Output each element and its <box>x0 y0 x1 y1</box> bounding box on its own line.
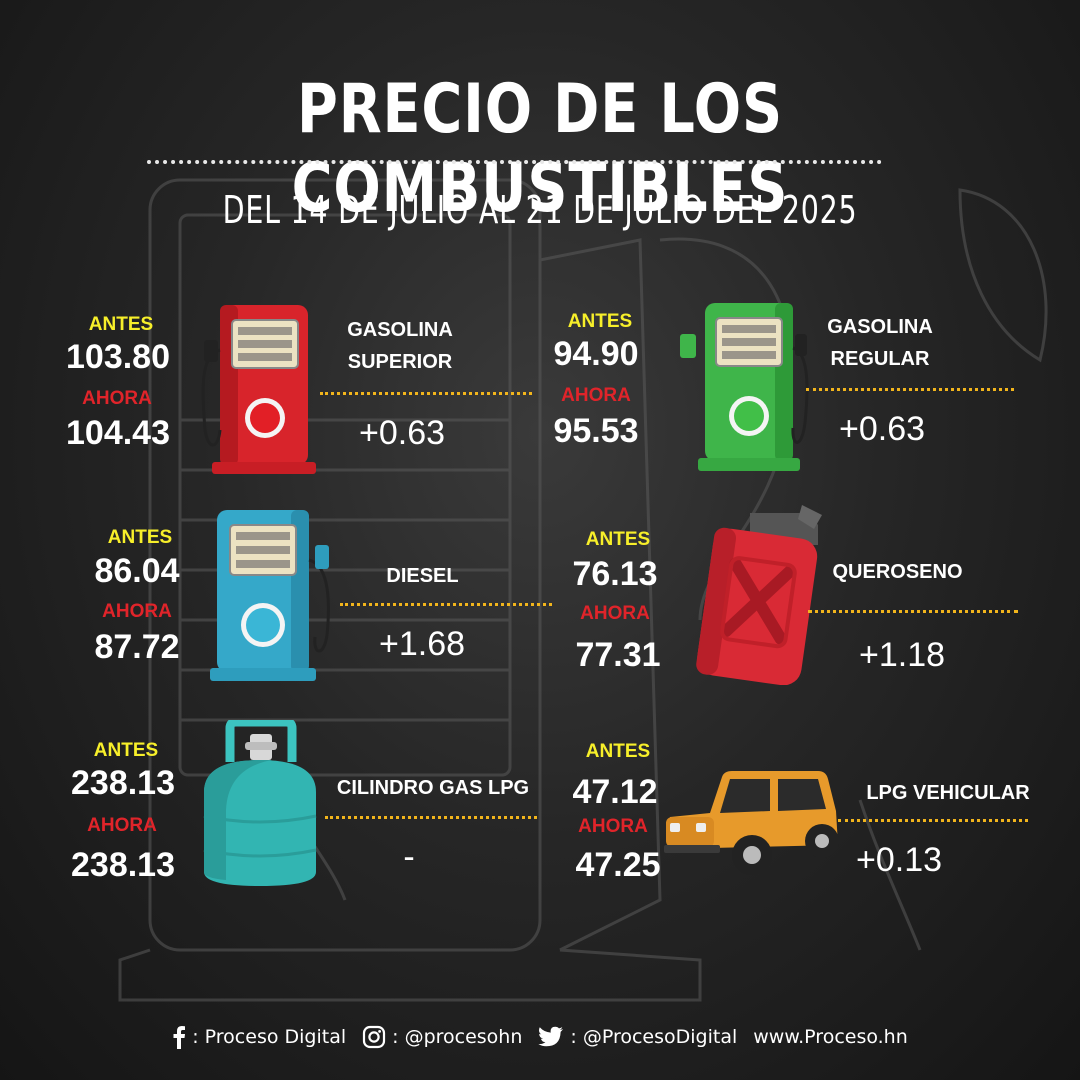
antes-label: ANTES <box>93 740 159 761</box>
price-change: +0.13 <box>855 841 943 879</box>
ahora-label: AHORA <box>580 603 650 624</box>
facebook-icon <box>173 1026 186 1049</box>
ahora-label: AHORA <box>87 815 157 836</box>
price-change: +0.63 <box>838 410 926 448</box>
antes-label: ANTES <box>585 741 651 762</box>
gas-cylinder-icon <box>203 720 317 886</box>
antes-label: ANTES <box>88 314 154 335</box>
title-divider <box>147 160 882 164</box>
suv-car-icon <box>664 771 839 875</box>
ahora-label: AHORA <box>102 601 172 622</box>
twitter-bird-icon <box>538 1026 564 1047</box>
antes-price: 76.13 <box>572 555 658 593</box>
instagram-handle: : @procesohn <box>392 1026 523 1048</box>
twitter-handle: : @ProcesoDigital <box>570 1026 738 1048</box>
ahora-label: AHORA <box>578 816 648 837</box>
ahora-price: 87.72 <box>94 628 180 666</box>
fuel-name: GASOLINA SUPERIOR <box>325 314 475 378</box>
dotted-separator <box>320 392 532 395</box>
antes-price: 86.04 <box>94 552 180 590</box>
ahora-price: 47.25 <box>575 846 661 884</box>
date-range-subtitle: DEL 14 DE JULIO AL 21 DE JULIO DEL 2025 <box>222 188 858 232</box>
dotted-separator <box>838 819 1028 822</box>
ahora-price: 104.43 <box>66 414 170 452</box>
price-change: +0.63 <box>358 414 446 452</box>
dotted-separator <box>806 388 1014 391</box>
antes-label: ANTES <box>107 527 173 548</box>
antes-price: 94.90 <box>553 335 639 373</box>
antes-price: 47.12 <box>572 773 658 811</box>
fuel-name: DIESEL <box>386 565 459 587</box>
price-change: +1.18 <box>858 636 946 674</box>
ahora-price: 238.13 <box>71 846 175 884</box>
dotted-separator <box>808 610 1018 613</box>
dotted-separator <box>340 603 552 606</box>
blue-fuel-pump-icon <box>210 510 330 681</box>
green-fuel-pump-icon <box>680 303 809 471</box>
antes-price: 238.13 <box>71 764 175 802</box>
fuel-name: QUEROSENO <box>832 561 963 583</box>
red-fuel-pump-icon <box>201 305 316 474</box>
ahora-price: 77.31 <box>575 636 661 674</box>
website-link[interactable]: www.Proceso.hn <box>753 1026 908 1048</box>
fuel-name: CILINDRO GAS LPG <box>336 777 530 799</box>
fuel-name: LPG VEHICULAR <box>866 782 1030 804</box>
fuel-name-line2: REGULAR <box>830 348 930 370</box>
price-change: - <box>403 838 415 876</box>
antes-label: ANTES <box>585 529 651 550</box>
fuel-name: GASOLINA REGULAR <box>805 311 955 375</box>
website-url: www.Proceso.hn <box>753 1026 908 1048</box>
jerry-can-icon <box>696 505 822 685</box>
ahora-price: 95.53 <box>553 412 639 450</box>
instagram-icon <box>363 1025 386 1049</box>
fuel-name-line1: GASOLINA <box>347 319 453 341</box>
social-footer: : Proceso Digital : @procesohn : @Proces… <box>0 1022 1080 1052</box>
fuel-name-line1: GASOLINA <box>827 316 933 338</box>
antes-price: 103.80 <box>66 338 170 376</box>
price-change: +1.68 <box>378 625 466 663</box>
ahora-label: AHORA <box>82 388 152 409</box>
ahora-label: AHORA <box>561 385 631 406</box>
dotted-separator <box>325 816 537 819</box>
twitter-link[interactable]: : @ProcesoDigital <box>538 1026 737 1048</box>
facebook-link[interactable]: : Proceso Digital <box>172 1025 346 1049</box>
instagram-link[interactable]: : @procesohn <box>362 1025 522 1049</box>
facebook-handle: : Proceso Digital <box>192 1026 347 1048</box>
fuel-name-line2: SUPERIOR <box>347 351 453 373</box>
antes-label: ANTES <box>567 311 633 332</box>
